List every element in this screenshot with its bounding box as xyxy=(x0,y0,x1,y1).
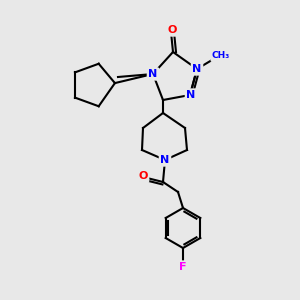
Text: N: N xyxy=(160,155,169,165)
Text: O: O xyxy=(167,25,177,35)
Text: O: O xyxy=(138,171,148,181)
Text: F: F xyxy=(179,262,187,272)
Text: N: N xyxy=(148,69,158,79)
Text: N: N xyxy=(192,64,202,74)
Text: CH₃: CH₃ xyxy=(212,52,230,61)
Text: N: N xyxy=(186,90,196,100)
